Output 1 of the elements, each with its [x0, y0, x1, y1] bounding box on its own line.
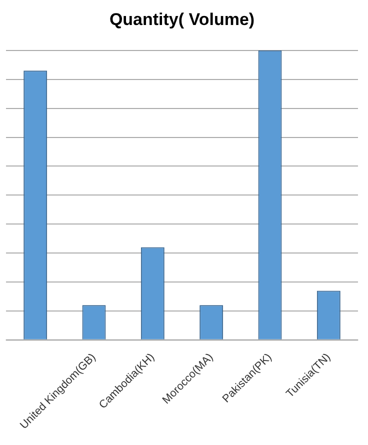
chart-title: Quantity( Volume): [109, 10, 255, 29]
